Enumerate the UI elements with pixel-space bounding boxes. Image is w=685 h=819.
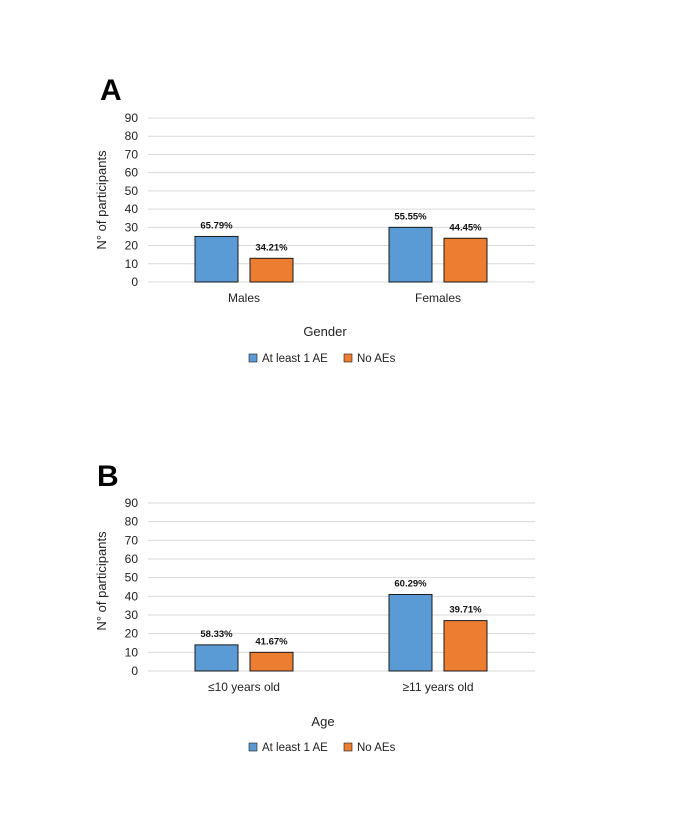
legend-swatch-no-aes (343, 353, 353, 363)
legend-swatch-at-least-1-ae (248, 742, 258, 752)
y-tick-label: 50 (125, 184, 139, 198)
y-tick-label: 10 (125, 257, 139, 271)
bar-at-least-1-ae-10-years-old (194, 644, 239, 672)
y-axis-title: N° of participants (94, 150, 109, 250)
panel-a: A N° of participants Gender 0 10 20 30 40 50 6… (94, 74, 535, 365)
x-tick-label: Females (415, 291, 461, 305)
data-label: 41.67% (255, 636, 288, 647)
bar-at-least-1-ae-11-years-old (388, 593, 433, 672)
legend-label-no-aes: No AEs (357, 742, 396, 754)
y-tick-label: 40 (125, 589, 139, 603)
data-label: 60.29% (394, 578, 427, 589)
plot-area: 0 10 20 30 40 50 60 70 80 90 ≤10 years old ≥11 year… (125, 496, 535, 694)
data-label: 58.33% (200, 629, 233, 640)
legend: At least 1 AE No AEs (248, 353, 396, 365)
data-label: 55.55% (394, 211, 427, 222)
y-tick-label: 30 (125, 220, 139, 234)
legend: At least 1 AE No AEs (248, 742, 396, 754)
panel-b: B N° of participants Age 0 10 20 30 40 50 60 70… (94, 460, 535, 754)
data-label: 34.21% (255, 242, 288, 253)
bar-no-aes-11-years-old (443, 620, 488, 672)
y-tick-label: 90 (125, 111, 139, 125)
bar-no-aes-males (249, 257, 294, 283)
bar-at-least-1-ae-males (194, 235, 239, 283)
bar-at-least-1-ae-females (388, 226, 433, 283)
legend-label-at-least-1-ae: At least 1 AE (262, 353, 328, 365)
y-tick-label: 30 (125, 608, 139, 622)
data-label: 39.71% (449, 605, 482, 616)
legend-label-at-least-1-ae: At least 1 AE (262, 742, 328, 754)
bar-no-aes-10-years-old (249, 651, 294, 672)
x-tick-label: ≤10 years old (208, 680, 280, 694)
x-axis-title: Gender (303, 324, 347, 339)
y-axis-title: N° of participants (94, 531, 109, 631)
y-tick-label: 70 (125, 147, 139, 161)
legend-swatch-at-least-1-ae (248, 353, 258, 363)
x-axis-title: Age (311, 714, 334, 729)
legend-swatch-no-aes (343, 742, 353, 752)
y-tick-label: 20 (125, 627, 139, 641)
y-tick-label: 20 (125, 239, 139, 253)
plot-area: 0 10 20 30 40 50 60 70 80 90 Males Females 65.79% 55.… (125, 111, 535, 305)
y-tick-label: 0 (131, 275, 138, 289)
y-tick-label: 80 (125, 129, 139, 143)
y-tick-label: 40 (125, 202, 139, 216)
x-tick-label: Males (228, 291, 260, 305)
y-tick-label: 80 (125, 515, 139, 529)
bar-no-aes-females (443, 237, 488, 283)
y-tick-label: 10 (125, 645, 139, 659)
y-tick-label: 60 (125, 552, 139, 566)
y-tick-label: 60 (125, 166, 139, 180)
y-tick-label: 90 (125, 496, 139, 510)
panel-label-a: A (100, 74, 122, 107)
y-tick-label: 50 (125, 571, 139, 585)
data-label: 44.45% (449, 222, 482, 233)
panel-label-b: B (97, 460, 119, 493)
data-label: 65.79% (200, 220, 233, 231)
legend-label-no-aes: No AEs (357, 353, 396, 365)
y-tick-label: 0 (131, 664, 138, 678)
y-tick-label: 70 (125, 533, 139, 547)
x-tick-label: ≥11 years old (402, 680, 473, 694)
